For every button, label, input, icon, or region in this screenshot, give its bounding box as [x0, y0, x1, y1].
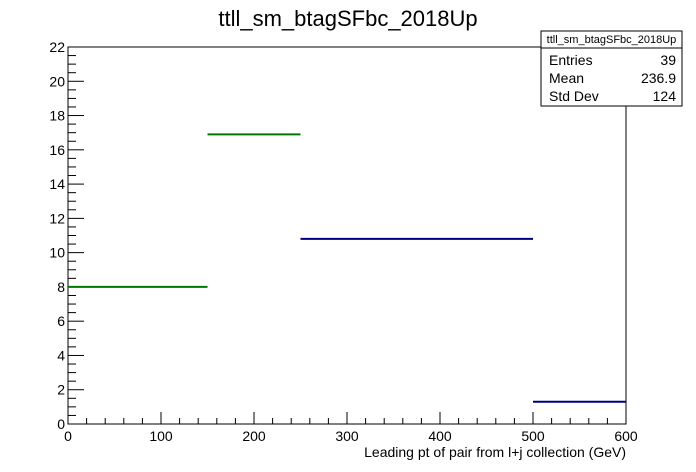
chart-title: ttll_sm_btagSFbc_2018Up	[218, 6, 477, 31]
stats-stddev-label: Std Dev	[549, 88, 599, 104]
stats-entries-label: Entries	[549, 52, 593, 68]
stats-box: ttll_sm_btagSFbc_2018Up Entries 39 Mean …	[540, 30, 683, 107]
y-tick-label: 18	[49, 108, 65, 124]
y-tick-label: 22	[49, 39, 65, 55]
x-tick-label: 300	[335, 428, 359, 444]
stats-mean-value: 236.9	[641, 70, 676, 86]
y-tick-label: 2	[57, 382, 65, 398]
y-tick-label: 4	[57, 347, 65, 363]
x-axis-label: Leading pt of pair from l+j collection (…	[364, 444, 626, 460]
y-tick-label: 12	[49, 210, 65, 226]
y-tick-label: 20	[49, 73, 65, 89]
x-tick-label: 600	[614, 428, 638, 444]
y-tick-label: 0	[57, 416, 65, 432]
y-tick-label: 16	[49, 142, 65, 158]
stats-mean-label: Mean	[549, 70, 584, 86]
x-tick-label: 400	[428, 428, 452, 444]
stats-entries-value: 39	[660, 52, 676, 68]
stats-box-frame	[540, 30, 683, 107]
x-axis: 0 100 200 300 400 500 600	[64, 412, 638, 444]
x-tick-label: 500	[521, 428, 545, 444]
histogram-bins	[68, 133, 626, 403]
y-axis: 0 2 4 6 8 10 12 14 16 18 20 22	[49, 39, 84, 432]
x-tick-label: 200	[242, 428, 266, 444]
y-tick-label: 14	[49, 176, 65, 192]
y-tick-label: 10	[49, 245, 65, 261]
x-tick-label: 0	[64, 428, 72, 444]
stats-box-title: ttll_sm_btagSFbc_2018Up	[547, 34, 677, 46]
y-tick-label: 6	[57, 313, 65, 329]
stats-stddev-value: 124	[653, 88, 677, 104]
x-tick-label: 100	[149, 428, 173, 444]
y-tick-label: 8	[57, 279, 65, 295]
